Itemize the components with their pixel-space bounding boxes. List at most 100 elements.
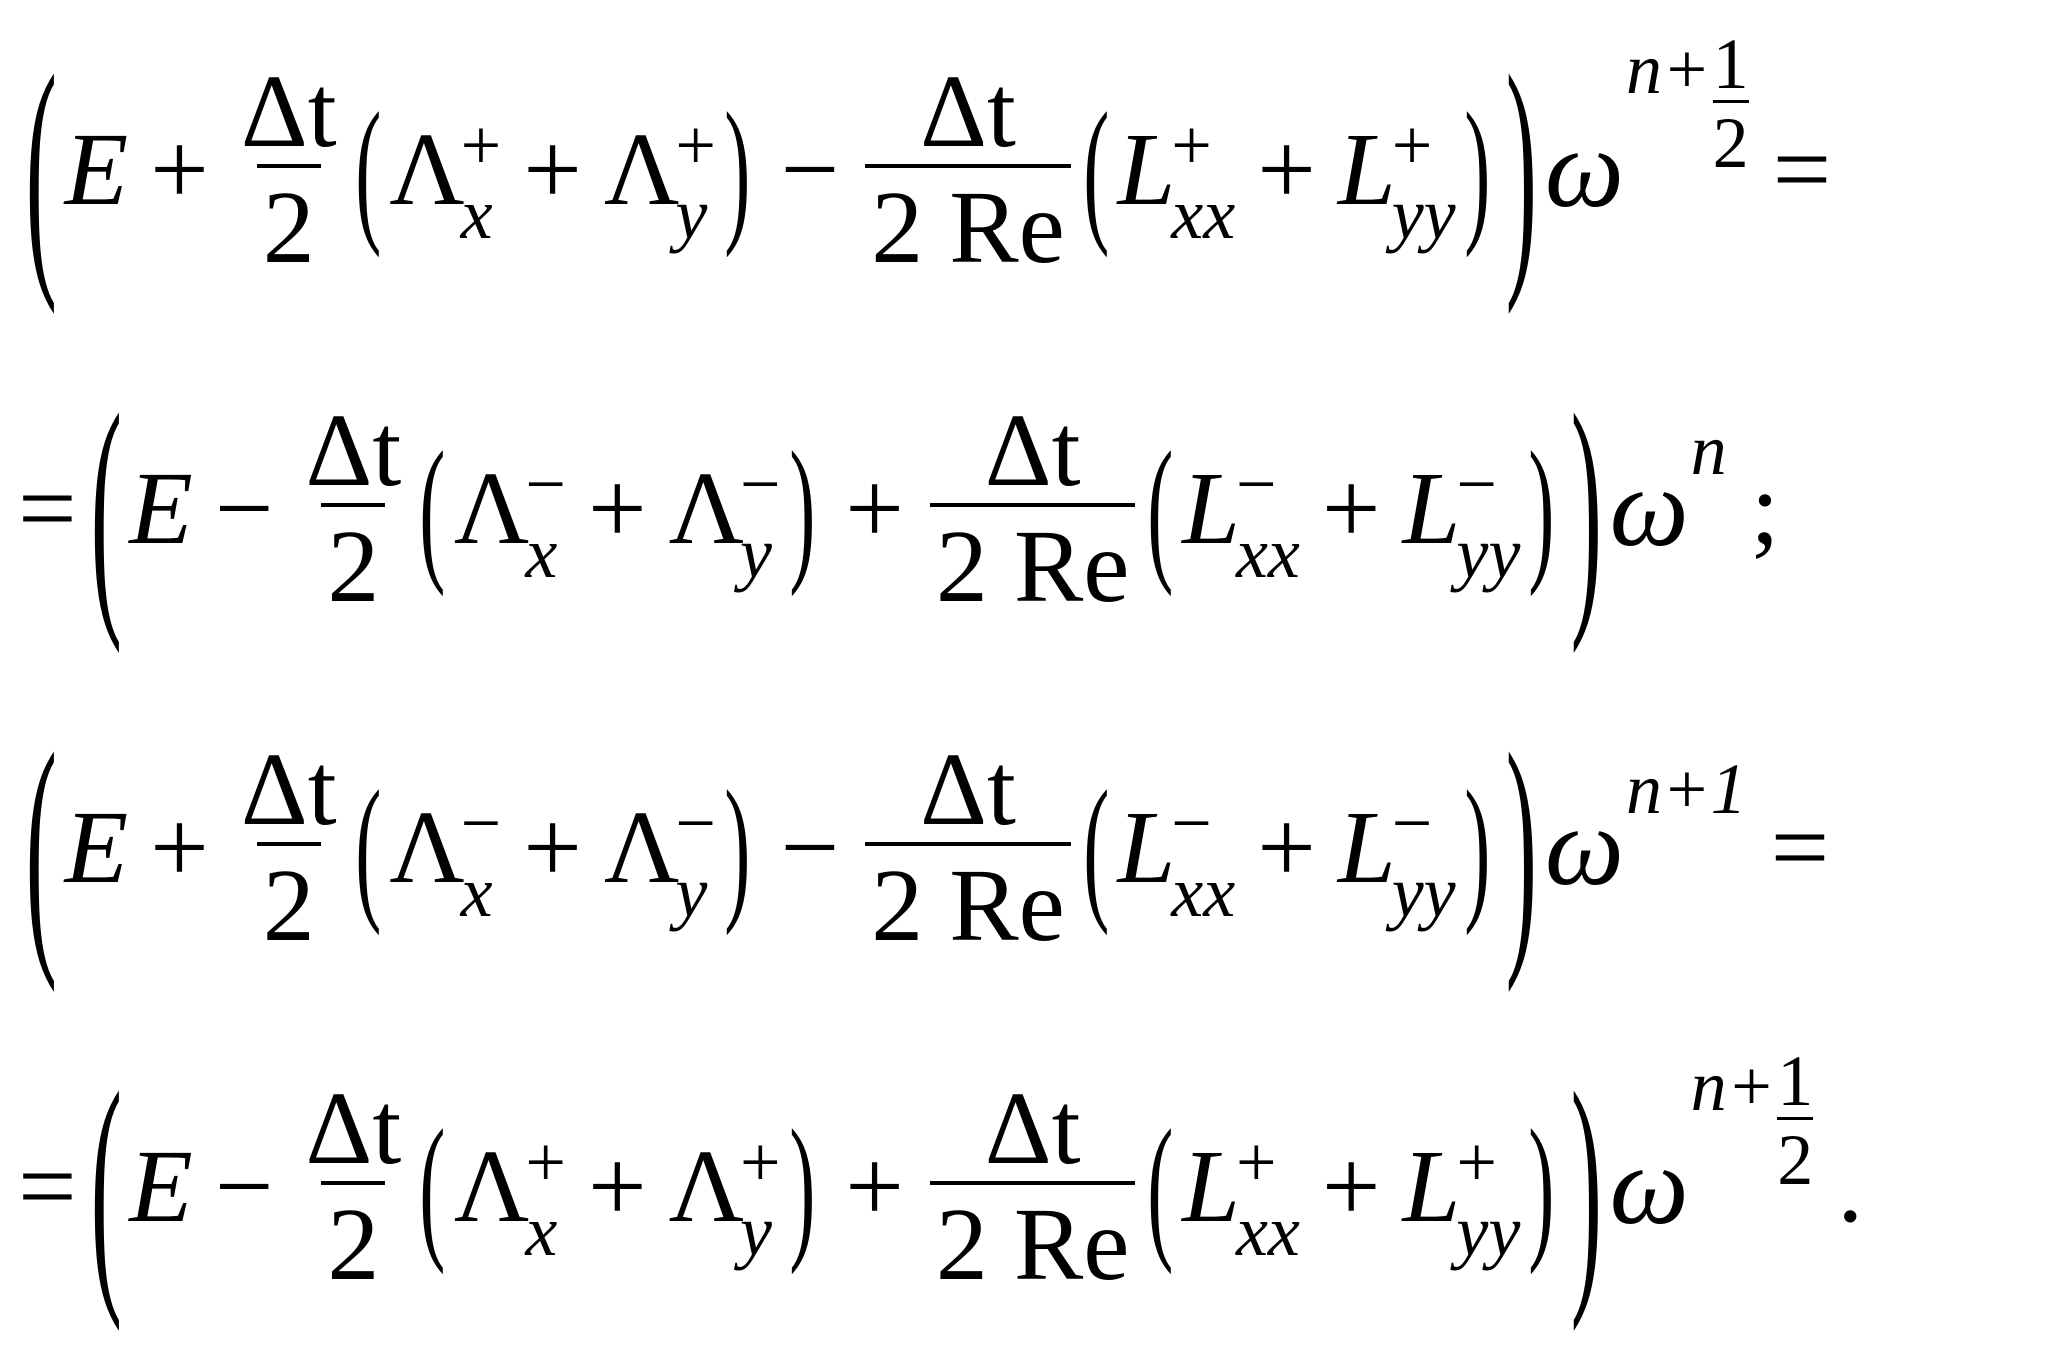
exponent: n+ 1 2 bbox=[1691, 1045, 1814, 1196]
superscript-sign: − bbox=[740, 444, 781, 525]
big-close-paren: ) bbox=[1505, 22, 1538, 317]
fraction-dt-over-2: Δt 2 bbox=[235, 737, 343, 958]
close-paren: ) bbox=[788, 1097, 815, 1276]
plus-operator: + bbox=[587, 451, 647, 566]
subscript: y bbox=[675, 851, 708, 932]
big-open-paren: ( bbox=[90, 361, 122, 656]
omega-symbol: ω bbox=[1609, 446, 1689, 570]
open-paren: ( bbox=[419, 1097, 446, 1276]
operator-symbol: L + yy bbox=[1402, 1118, 1521, 1267]
subscript: x bbox=[460, 851, 493, 932]
numerator: Δt bbox=[920, 53, 1016, 169]
fraction-dt-over-2re: Δt 2 Re bbox=[929, 392, 1136, 619]
identity-operator: E bbox=[129, 451, 193, 566]
omega-symbol: ω bbox=[1544, 785, 1624, 909]
symbol-base: Λ bbox=[389, 112, 465, 227]
symbol-base: L bbox=[1337, 112, 1396, 227]
fraction-dt-over-2: Δt 2 bbox=[299, 392, 407, 619]
subscript: xx bbox=[1235, 1190, 1300, 1271]
operator: + bbox=[845, 1129, 904, 1244]
plus-operator: + bbox=[1257, 790, 1316, 905]
superscript-sign: + bbox=[1391, 105, 1433, 186]
superscript-sign: + bbox=[675, 105, 716, 186]
subscript: x bbox=[525, 512, 558, 593]
symbol-base: Λ bbox=[668, 1129, 745, 1244]
subscript: xx bbox=[1171, 173, 1236, 254]
fraction-dt-over-2re: Δt 2 Re bbox=[865, 53, 1071, 280]
line-suffix: . bbox=[1837, 1129, 1864, 1244]
exponent-base: n+1 bbox=[1625, 749, 1747, 829]
sub-superscript: + y bbox=[740, 1126, 781, 1267]
symbol-base: L bbox=[1182, 1129, 1240, 1244]
big-open-paren: ( bbox=[25, 700, 57, 995]
superscript-sign: − bbox=[675, 783, 716, 864]
operator-symbol: Λ + x bbox=[454, 1118, 566, 1267]
symbol-base: Λ bbox=[668, 451, 745, 566]
symbol-base: L bbox=[1117, 112, 1176, 227]
operator: − bbox=[780, 112, 840, 227]
big-open-paren: ( bbox=[90, 1039, 122, 1334]
exponent-denominator: 2 bbox=[1712, 100, 1749, 179]
operator-symbol: Λ − x bbox=[389, 779, 501, 928]
open-paren: ( bbox=[1083, 80, 1110, 259]
operator: + bbox=[150, 112, 209, 227]
sub-superscript: + xx bbox=[1235, 1122, 1300, 1271]
identity-operator: E bbox=[129, 1129, 193, 1244]
sub-superscript: − y bbox=[675, 783, 716, 932]
exponent-base: n+ bbox=[1625, 29, 1711, 109]
subscript: xx bbox=[1235, 512, 1300, 593]
symbol-base: L bbox=[1402, 1129, 1461, 1244]
line-suffix: ; bbox=[1750, 451, 1780, 566]
denominator: 2 Re bbox=[929, 1180, 1136, 1297]
symbol-base: L bbox=[1337, 790, 1396, 905]
operator: + bbox=[150, 790, 209, 905]
fraction-dt-over-2re: Δt 2 Re bbox=[865, 731, 1071, 958]
denominator: 2 bbox=[321, 502, 386, 619]
sub-superscript: − x bbox=[460, 787, 502, 932]
equation-line: =(E − Δt 2(Λ − x + Λ − y) + Δt 2 Re(L − xx + L − yy)) ω n; bbox=[0, 339, 2048, 678]
operator-symbol: Λ + y bbox=[668, 1118, 781, 1267]
fraction-dt-over-2: Δt 2 bbox=[235, 59, 343, 280]
subscript: yy bbox=[1391, 851, 1456, 932]
superscript-sign: + bbox=[1456, 1122, 1497, 1203]
subscript: yy bbox=[1391, 173, 1456, 254]
big-close-paren: ) bbox=[1505, 700, 1538, 995]
operator-symbol: L − yy bbox=[1403, 440, 1521, 589]
identity-operator: E bbox=[64, 112, 129, 227]
superscript-sign: − bbox=[525, 444, 566, 525]
plus-operator: + bbox=[523, 112, 582, 227]
numerator: Δt bbox=[305, 392, 402, 508]
exponent: n+1 bbox=[1626, 748, 1747, 831]
superscript-sign: + bbox=[460, 105, 502, 186]
sub-superscript: + yy bbox=[1391, 105, 1456, 254]
exponent: n bbox=[1691, 409, 1727, 492]
superscript-sign: − bbox=[1391, 783, 1433, 864]
denominator: 2 bbox=[256, 841, 321, 958]
denominator: 2 Re bbox=[865, 841, 1071, 958]
numerator: Δt bbox=[305, 1070, 402, 1186]
omega-symbol: ω bbox=[1609, 1124, 1689, 1248]
plus-operator: + bbox=[1321, 451, 1381, 566]
superscript-sign: + bbox=[1235, 1122, 1277, 1203]
equals-sign: = bbox=[18, 1129, 77, 1244]
numerator: Δt bbox=[984, 392, 1081, 508]
equation-line: =(E − Δt 2(Λ + x + Λ + y) + Δt 2 Re(L + xx + L + yy)) ω n+ 1 2… bbox=[0, 1017, 2048, 1356]
close-paren: ) bbox=[1463, 80, 1490, 259]
operator-symbol: L − xx bbox=[1117, 779, 1235, 928]
symbol-base: Λ bbox=[453, 451, 530, 566]
sub-superscript: − y bbox=[740, 444, 781, 593]
superscript-sign: − bbox=[1235, 444, 1277, 525]
operator-symbol: L + yy bbox=[1337, 101, 1456, 250]
exponent-numerator: 1 bbox=[1712, 24, 1749, 104]
denominator: 2 Re bbox=[929, 502, 1136, 619]
numerator: Δt bbox=[920, 731, 1016, 847]
sub-superscript: − xx bbox=[1171, 783, 1235, 928]
sub-superscript: + yy bbox=[1456, 1122, 1520, 1267]
superscript-sign: − bbox=[1171, 783, 1212, 864]
symbol-base: Λ bbox=[603, 790, 680, 905]
subscript: y bbox=[740, 512, 772, 593]
open-paren: ( bbox=[354, 758, 381, 937]
subscript: yy bbox=[1456, 512, 1521, 593]
plus-operator: + bbox=[1257, 112, 1316, 227]
